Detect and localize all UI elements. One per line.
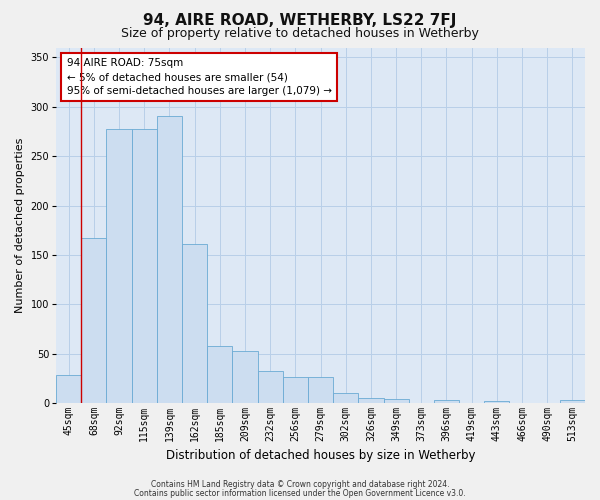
Bar <box>358 398 383 403</box>
Y-axis label: Number of detached properties: Number of detached properties <box>15 138 25 313</box>
Text: 94, AIRE ROAD, WETHERBY, LS22 7FJ: 94, AIRE ROAD, WETHERBY, LS22 7FJ <box>143 12 457 28</box>
Bar <box>131 128 157 403</box>
Bar <box>182 244 207 403</box>
Bar <box>333 394 358 403</box>
Bar <box>308 378 333 403</box>
Text: Contains HM Land Registry data © Crown copyright and database right 2024.: Contains HM Land Registry data © Crown c… <box>151 480 449 489</box>
Text: Size of property relative to detached houses in Wetherby: Size of property relative to detached ho… <box>121 28 479 40</box>
Bar <box>232 351 257 403</box>
Bar <box>434 400 459 403</box>
X-axis label: Distribution of detached houses by size in Wetherby: Distribution of detached houses by size … <box>166 450 475 462</box>
Bar <box>383 399 409 403</box>
Bar <box>484 401 509 403</box>
Text: 94 AIRE ROAD: 75sqm
← 5% of detached houses are smaller (54)
95% of semi-detache: 94 AIRE ROAD: 75sqm ← 5% of detached hou… <box>67 58 332 96</box>
Bar <box>283 378 308 403</box>
Bar <box>106 128 131 403</box>
Bar <box>56 376 82 403</box>
Bar <box>157 116 182 403</box>
Bar <box>560 400 585 403</box>
Bar <box>207 346 232 403</box>
Bar <box>257 370 283 403</box>
Bar <box>82 238 106 403</box>
Text: Contains public sector information licensed under the Open Government Licence v3: Contains public sector information licen… <box>134 488 466 498</box>
